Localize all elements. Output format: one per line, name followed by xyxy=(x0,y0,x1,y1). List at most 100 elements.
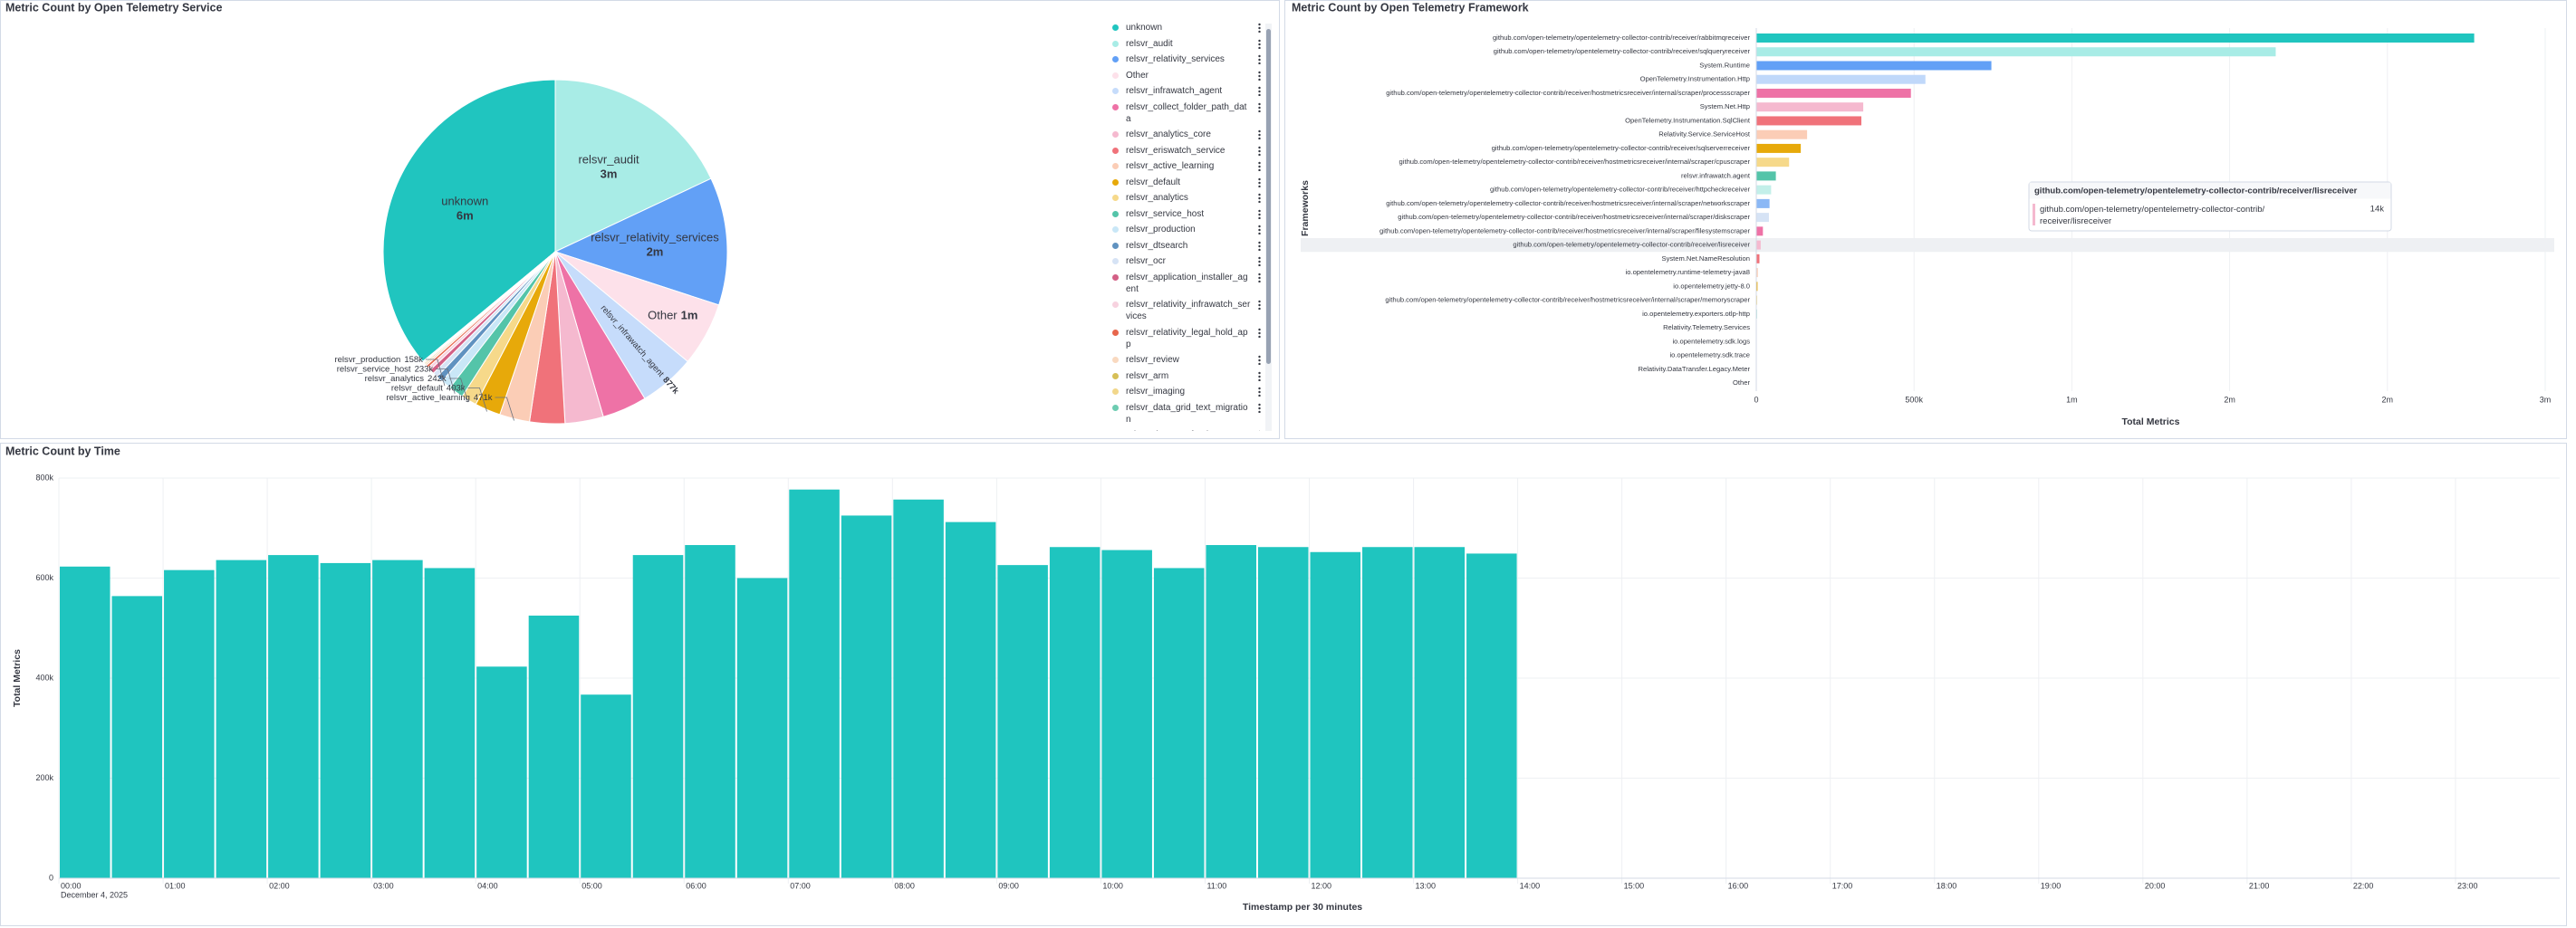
legend-item[interactable]: relsvr_active_learning xyxy=(1110,160,1263,172)
legend-label: relsvr_review xyxy=(1126,355,1179,365)
y-tick-label: io.opentelemetry.runtime-telemetry-java8 xyxy=(1626,268,1750,276)
legend-item[interactable]: relsvr_production xyxy=(1110,224,1263,235)
legend-item[interactable]: relsvr_ocr xyxy=(1110,255,1263,267)
slice-value: 3m xyxy=(601,167,618,180)
legend-swatch xyxy=(1112,258,1119,264)
legend-menu[interactable] xyxy=(1258,355,1261,365)
slice-label: Other 1m xyxy=(648,309,697,322)
legend-item[interactable]: relsvr_datatransfer_legacy xyxy=(1110,429,1263,431)
slice-label: relsvr_relativity_services xyxy=(591,231,719,244)
y-tick-label: relsvr.infrawatch.agent xyxy=(1681,171,1751,179)
slice-value: 158k xyxy=(404,355,423,365)
legend-item[interactable]: relsvr_relativity_services xyxy=(1110,53,1263,65)
legend-label: relsvr_collect_folder_path_data xyxy=(1126,101,1247,124)
slice-outer-label: relsvr_analytics 242k xyxy=(365,374,447,384)
x-tick-label: 20:00 xyxy=(2145,881,2166,890)
legend-menu[interactable] xyxy=(1258,38,1261,49)
panel-title: Metric Count by Open Telemetry Framework xyxy=(1292,1,1529,14)
legend-menu[interactable] xyxy=(1258,256,1261,266)
legend-swatch xyxy=(1112,301,1119,308)
y-tick-label: 800k xyxy=(35,473,53,482)
bar xyxy=(789,489,840,878)
pie-slice xyxy=(554,79,712,253)
legend-menu[interactable] xyxy=(1258,86,1261,96)
legend-item[interactable]: unknown xyxy=(1110,22,1263,33)
bar xyxy=(1756,171,1776,181)
legend-item[interactable]: relsvr_analytics_core xyxy=(1110,129,1263,140)
legend-swatch xyxy=(1112,24,1119,31)
legend-item[interactable]: relsvr_collect_folder_path_data xyxy=(1110,101,1263,125)
slice-value: 6m xyxy=(457,209,474,223)
x-tick-label: 10:00 xyxy=(1102,881,1123,890)
x-tick-label: 07:00 xyxy=(790,881,811,890)
pie-slice xyxy=(553,177,728,306)
legend-menu[interactable] xyxy=(1258,145,1261,156)
legend-menu[interactable] xyxy=(1258,387,1261,397)
tooltip-label-line: receiver/lisreceiver xyxy=(2040,216,2111,226)
bar xyxy=(320,562,371,878)
legend-item[interactable]: relsvr_eriswatch_service xyxy=(1110,145,1263,157)
panel-title: Metric Count by Time xyxy=(5,445,120,457)
legend-menu[interactable] xyxy=(1258,370,1261,381)
legend-menu[interactable] xyxy=(1258,129,1261,139)
y-tick-label: github.com/open-telemetry/opentelemetry-… xyxy=(1493,33,1751,42)
bar xyxy=(1756,282,1758,292)
legend-menu[interactable] xyxy=(1258,430,1261,431)
bar xyxy=(1414,547,1466,878)
legend-item[interactable]: relsvr_analytics xyxy=(1110,192,1263,204)
legend-label: relsvr_analytics_core xyxy=(1126,129,1211,139)
x-tick-label: 19:00 xyxy=(2041,881,2062,890)
y-tick-label: github.com/open-telemetry/opentelemetry-… xyxy=(1386,199,1750,207)
x-tick-label: 04:00 xyxy=(477,881,498,890)
legend-menu[interactable] xyxy=(1258,70,1261,81)
legend-item[interactable]: relsvr_imaging xyxy=(1110,386,1263,397)
legend-item[interactable]: Other xyxy=(1110,70,1263,81)
legend-item[interactable]: relsvr_relativity_legal_hold_app xyxy=(1110,327,1263,350)
y-tick-label: 0 xyxy=(49,873,53,882)
legend-menu[interactable] xyxy=(1258,208,1261,219)
legend-menu[interactable] xyxy=(1258,272,1261,282)
x-tick-label: 21:00 xyxy=(2249,881,2270,890)
legend-menu[interactable] xyxy=(1258,300,1261,310)
legend-item[interactable]: relsvr_review xyxy=(1110,354,1263,366)
x-axis-title: Total Metrics xyxy=(2122,416,2180,427)
legend-item[interactable]: relsvr_service_host xyxy=(1110,208,1263,220)
legend-menu[interactable] xyxy=(1258,177,1261,187)
legend-item[interactable]: relsvr_application_installer_agent xyxy=(1110,272,1263,295)
legend-menu[interactable] xyxy=(1258,402,1261,413)
legend-swatch xyxy=(1112,103,1119,110)
x-tick-label: 09:00 xyxy=(998,881,1019,890)
tooltip-swatch xyxy=(2033,204,2035,225)
y-tick-label: github.com/open-telemetry/opentelemetry-… xyxy=(1494,47,1751,55)
y-tick-label: github.com/open-telemetry/opentelemetry-… xyxy=(1492,144,1751,152)
y-tick-label: github.com/open-telemetry/opentelemetry-… xyxy=(1513,241,1750,249)
bar xyxy=(1362,547,1413,878)
legend-menu[interactable] xyxy=(1258,23,1261,33)
legend-menu[interactable] xyxy=(1258,54,1261,64)
slice-label-name: relsvr_service_host xyxy=(337,364,411,374)
legend-menu[interactable] xyxy=(1258,101,1261,112)
leader-line xyxy=(425,359,446,387)
y-tick-label: io.opentelemetry.exporters.otlp-http xyxy=(1642,310,1750,318)
x-axis-title: Timestamp per 30 minutes xyxy=(1243,902,1362,913)
legend-swatch xyxy=(1112,242,1119,249)
x-tick-label: 17:00 xyxy=(1832,881,1853,890)
scrollbar[interactable] xyxy=(1266,29,1271,364)
bar xyxy=(111,596,163,878)
legend-menu[interactable] xyxy=(1258,161,1261,171)
legend-item[interactable]: relsvr_arm xyxy=(1110,370,1263,382)
legend-item[interactable]: relsvr_data_grid_text_migration xyxy=(1110,402,1263,426)
legend-menu[interactable] xyxy=(1258,240,1261,251)
legend-menu[interactable] xyxy=(1258,225,1261,234)
legend-item[interactable]: relsvr_dtsearch xyxy=(1110,240,1263,252)
legend-menu[interactable] xyxy=(1258,327,1261,338)
y-tick-label: github.com/open-telemetry/opentelemetry-… xyxy=(1398,213,1750,221)
legend-item[interactable]: relsvr_infrawatch_agent xyxy=(1110,85,1263,97)
legend-menu[interactable] xyxy=(1258,193,1261,203)
y-tick-label: github.com/open-telemetry/opentelemetry-… xyxy=(1399,158,1751,166)
legend-swatch xyxy=(1112,195,1119,201)
legend-item[interactable]: relsvr_audit xyxy=(1110,38,1263,50)
legend-item[interactable]: relsvr_default xyxy=(1110,177,1263,188)
legend-item[interactable]: relsvr_relativity_infrawatch_services xyxy=(1110,299,1263,322)
